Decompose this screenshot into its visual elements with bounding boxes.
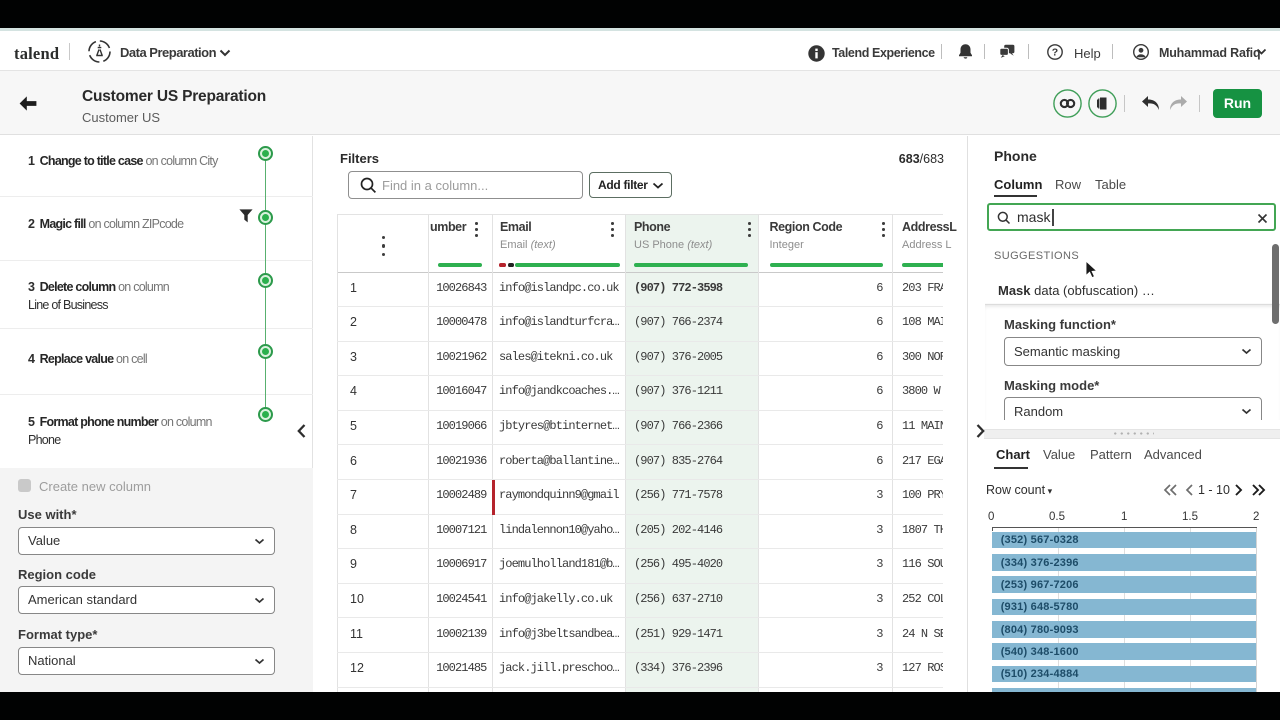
svg-text:?: ? bbox=[1052, 47, 1058, 59]
